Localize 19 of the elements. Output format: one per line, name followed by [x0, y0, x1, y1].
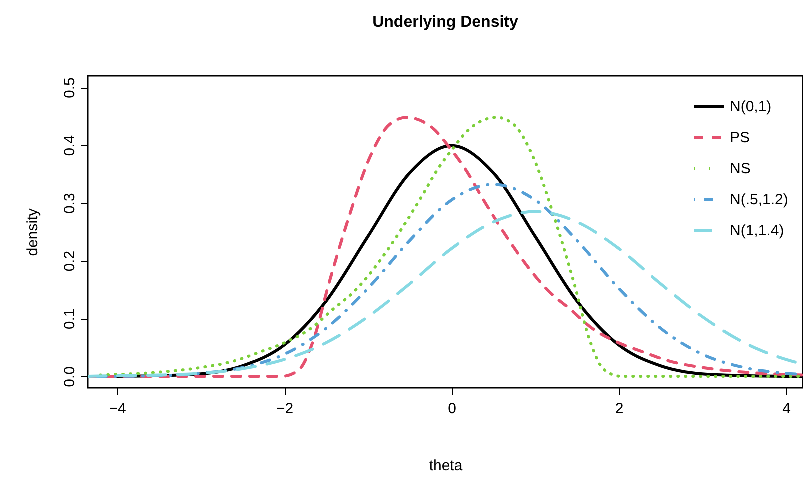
- y-tick-label: 0.3: [62, 193, 78, 214]
- legend-label: NS: [730, 160, 751, 178]
- x-tick-label: −4: [109, 400, 126, 418]
- y-tick-label: 0.2: [62, 250, 78, 272]
- legend-label: PS: [730, 130, 750, 146]
- y-tick-label: 0.4: [62, 135, 78, 156]
- x-tick-label: −2: [276, 400, 294, 418]
- y-axis-title: density: [24, 208, 42, 256]
- y-tick-label: 0.5: [62, 78, 78, 98]
- y-tick-label: 0.1: [62, 308, 78, 330]
- legend-label: N(0,1): [730, 98, 772, 116]
- legend-label: N(1,1.4): [730, 222, 784, 240]
- y-tick-label: 0.0: [62, 366, 78, 388]
- legend-label: N(.5,1.2): [730, 192, 788, 208]
- x-axis-title: theta: [429, 458, 464, 474]
- x-tick-label: 4: [782, 400, 791, 418]
- x-tick-label: 0: [448, 400, 456, 418]
- chart-title: Underlying Density: [372, 14, 518, 31]
- x-tick-label: 2: [615, 400, 624, 418]
